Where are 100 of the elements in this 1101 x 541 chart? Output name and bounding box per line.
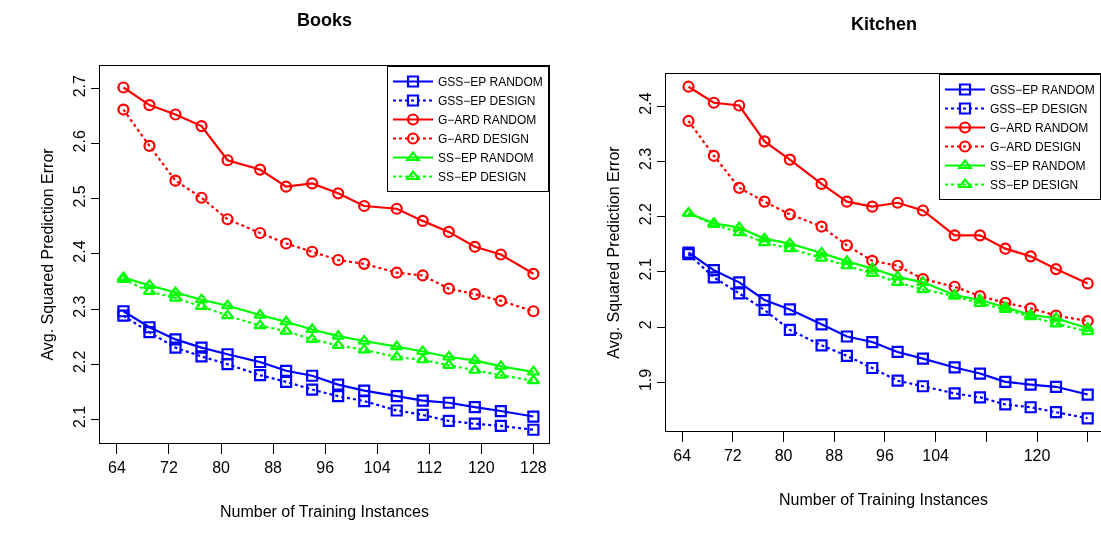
point [783, 323, 796, 336]
y-tick-label: 2.2 [636, 202, 654, 226]
point [357, 343, 372, 354]
x-tick-label: 88 [264, 459, 283, 477]
point [973, 229, 987, 242]
x-tick-label: 64 [673, 447, 692, 465]
point [916, 204, 930, 217]
y-tick-label: 1.9 [636, 368, 654, 392]
point [783, 237, 797, 248]
legend-label: SS−EP DESIGN [990, 178, 1079, 193]
point [331, 329, 346, 340]
point [707, 149, 720, 162]
point [733, 276, 746, 289]
point [866, 335, 879, 349]
point [279, 325, 293, 335]
y-tick-label: 2.7 [70, 74, 88, 98]
point [117, 309, 130, 322]
point [758, 293, 771, 307]
legend-label: SS−EP RANDOM [990, 159, 1086, 174]
point [442, 225, 455, 238]
point [169, 108, 182, 121]
point [357, 334, 372, 345]
point [815, 177, 828, 191]
point [1024, 401, 1037, 414]
x-tick-label: 80 [774, 447, 793, 465]
point [973, 367, 987, 380]
point [1081, 277, 1094, 290]
x-tick-label: 80 [212, 459, 231, 477]
point [442, 414, 455, 428]
point [390, 404, 403, 417]
point [840, 259, 854, 270]
point [280, 364, 293, 377]
point [358, 395, 371, 408]
point [415, 353, 430, 364]
point [220, 309, 235, 320]
point [195, 119, 208, 133]
point [948, 361, 961, 374]
point [1081, 388, 1094, 401]
y-tick-label: 2.5 [70, 185, 88, 208]
y-tick-label: 2.3 [636, 147, 654, 171]
point [221, 154, 234, 167]
x-tick-label: 120 [1023, 447, 1051, 465]
chart-title: Kitchen [851, 14, 918, 34]
legend-label: GSS−EP DESIGN [438, 94, 536, 109]
point [733, 99, 746, 112]
point [758, 303, 771, 317]
point [253, 226, 267, 240]
point [757, 236, 772, 247]
point [707, 96, 720, 109]
point [143, 99, 156, 112]
y-tick-label: 2.1 [636, 258, 654, 281]
point [733, 287, 746, 300]
point [332, 187, 345, 200]
point [390, 266, 403, 279]
legend-label: SS−EP DESIGN [438, 170, 527, 185]
legend-label: G−ARD DESIGN [438, 132, 530, 147]
point [441, 350, 456, 361]
point [1024, 302, 1037, 315]
point [526, 365, 541, 376]
point [815, 220, 828, 233]
y-tick-label: 2 [636, 320, 654, 330]
point [999, 296, 1012, 309]
point [783, 153, 796, 166]
point [758, 195, 771, 208]
point [221, 213, 234, 226]
point [866, 254, 879, 267]
point [389, 340, 404, 351]
point [732, 226, 747, 237]
point [840, 255, 854, 265]
point [866, 200, 879, 213]
point [306, 383, 319, 396]
point [840, 330, 854, 343]
point [117, 103, 130, 116]
y-tick-label: 2.4 [70, 240, 88, 263]
point [332, 378, 345, 391]
point [527, 410, 540, 423]
point [682, 114, 695, 128]
x-tick-label: 128 [520, 459, 547, 477]
point [916, 283, 930, 294]
point [707, 271, 720, 284]
point [253, 355, 267, 369]
y-axis-title: Avg. Squared Prediction Error [605, 145, 623, 359]
point [306, 177, 319, 190]
point [783, 303, 796, 316]
point [891, 259, 904, 272]
point [815, 339, 828, 352]
point [142, 285, 157, 296]
point [815, 318, 828, 331]
point [757, 232, 772, 243]
point [891, 345, 904, 359]
point [1080, 325, 1095, 336]
point [468, 288, 481, 301]
point [253, 369, 267, 382]
y-tick-label: 2.6 [70, 130, 88, 153]
point [527, 267, 540, 280]
point [494, 294, 507, 307]
legend-label: GSS−EP DESIGN [990, 102, 1088, 117]
point [526, 374, 541, 385]
point [1024, 378, 1037, 391]
point [442, 396, 455, 409]
